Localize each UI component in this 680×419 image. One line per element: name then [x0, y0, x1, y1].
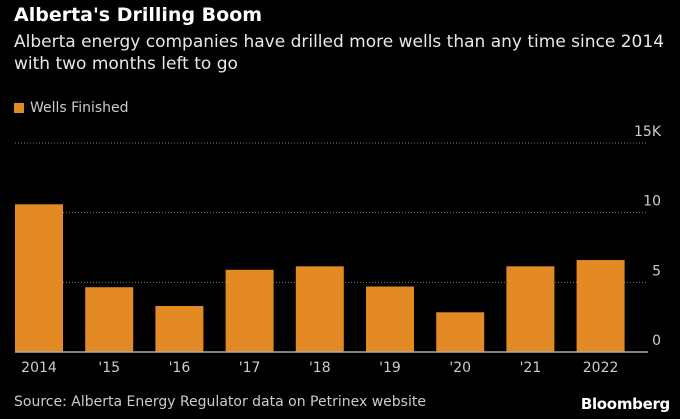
- legend-label: Wells Finished: [30, 100, 129, 116]
- bar: [155, 306, 204, 352]
- bar: [366, 286, 414, 352]
- chart-title: Alberta's Drilling Boom: [14, 4, 263, 26]
- y-tick-label: 10: [643, 194, 661, 210]
- x-tick-label: '16: [169, 360, 191, 376]
- x-tick-label: '15: [98, 360, 120, 376]
- y-tick-label: 15K: [634, 124, 662, 140]
- x-tick-label: '20: [449, 360, 471, 376]
- bar: [15, 204, 63, 352]
- x-tick-label: 2014: [21, 360, 57, 376]
- bar: [506, 266, 555, 352]
- y-tick-label: 0: [652, 333, 661, 349]
- bar: [576, 260, 625, 352]
- y-tick-label: 5: [652, 263, 661, 279]
- bar: [225, 269, 274, 352]
- x-tick-label: 2022: [583, 360, 619, 376]
- x-tick-label: '21: [520, 360, 542, 376]
- legend-swatch: [14, 103, 24, 113]
- bar: [436, 312, 485, 352]
- x-tick-label: '19: [379, 360, 401, 376]
- bar: [85, 287, 134, 352]
- legend: Wells Finished: [14, 100, 129, 116]
- x-tick-label: '17: [239, 360, 261, 376]
- bar: [295, 266, 344, 352]
- x-tick-label: '18: [309, 360, 331, 376]
- bloomberg-logo: Bloomberg: [580, 395, 670, 413]
- chart-subtitle: Alberta energy companies have drilled mo…: [14, 32, 665, 74]
- source-note: Source: Alberta Energy Regulator data on…: [14, 394, 426, 410]
